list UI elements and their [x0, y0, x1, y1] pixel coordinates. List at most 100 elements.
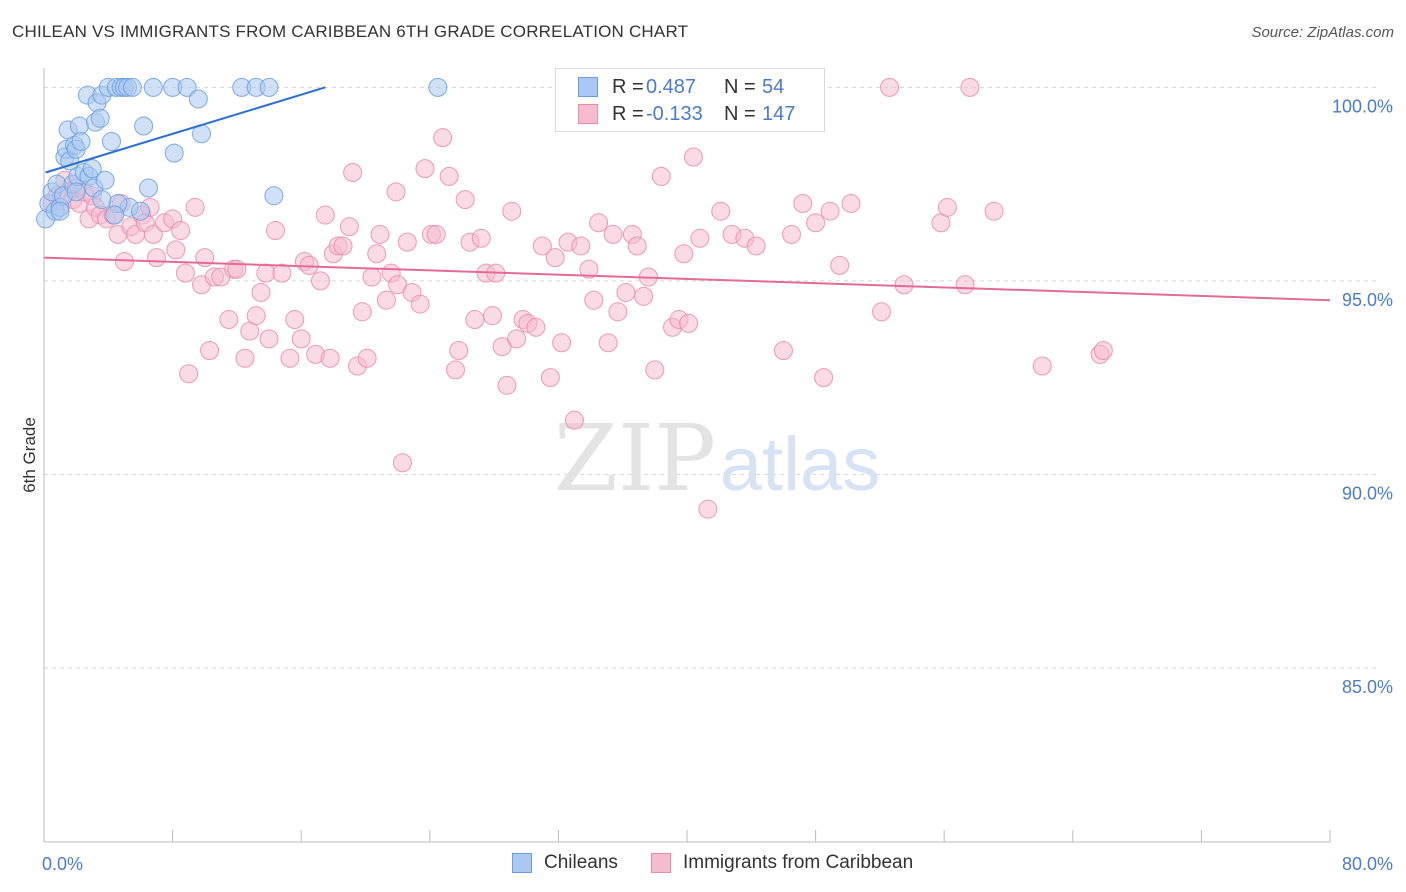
pink-point-27: [166, 240, 186, 260]
pink-point-135: [841, 193, 861, 213]
pink-point-120: [679, 313, 699, 333]
blue-point-24: [90, 108, 110, 128]
pink-point-146: [1093, 341, 1113, 361]
blue-point-47: [264, 186, 284, 206]
pink-point-100: [552, 333, 572, 353]
blue-n-value: 54: [762, 75, 785, 98]
stats-row-blue: R = 0.487 N = 54: [578, 74, 840, 100]
legend-item-chileans[interactable]: Chileans: [512, 852, 618, 874]
blue-point-34: [122, 77, 142, 97]
watermark: ZIP atlas: [554, 405, 880, 512]
pink-point-140: [937, 197, 957, 217]
pink-point-65: [362, 267, 382, 287]
pink-point-123: [698, 499, 718, 519]
pink-n-label: N =: [724, 102, 756, 125]
pink-point-96: [526, 317, 546, 337]
x-tick-label-1: 80.0%: [1342, 854, 1393, 874]
pink-point-28: [171, 221, 191, 241]
legend-blue-label: Chileans: [544, 852, 618, 873]
pink-point-131: [806, 213, 826, 233]
pink-point-143: [984, 201, 1004, 221]
y-tick-label-3: 100.0%: [1332, 96, 1393, 116]
pink-point-124: [711, 201, 731, 221]
pink-r-value: -0.133: [646, 102, 703, 125]
watermark-atlas: atlas: [720, 422, 881, 507]
pink-point-91: [497, 375, 517, 395]
legend-pink-label: Immigrants from Caribbean: [683, 852, 914, 873]
pink-point-34: [200, 341, 220, 361]
pink-point-92: [502, 201, 522, 221]
pink-point-43: [251, 282, 271, 302]
pink-point-80: [439, 166, 459, 186]
pink-point-55: [315, 205, 335, 225]
pink-swatch: [578, 104, 598, 124]
source-label: Source: ZipAtlas.com: [1251, 24, 1394, 41]
pink-point-42: [246, 306, 266, 326]
blue-point-36: [134, 116, 154, 136]
pink-point-73: [397, 232, 417, 252]
pink-point-54: [310, 271, 330, 291]
blue-point-37: [138, 178, 158, 198]
blue-point-38: [143, 77, 163, 97]
legend-pink-swatch: [651, 853, 671, 873]
pink-point-40: [235, 348, 255, 368]
pink-point-81: [446, 360, 466, 380]
pink-point-86: [471, 228, 491, 248]
pink-point-137: [880, 77, 900, 97]
pink-n-value: 147: [762, 102, 796, 125]
pink-point-141: [955, 275, 975, 295]
y-tick-label-2: 95.0%: [1342, 290, 1393, 310]
pink-point-66: [367, 244, 387, 264]
pink-point-70: [386, 182, 406, 202]
pink-point-48: [280, 348, 300, 368]
stats-box: R = 0.487 N = 54 R = -0.133 N = 147: [555, 68, 825, 132]
pink-point-63: [352, 302, 372, 322]
legend-item-caribbean[interactable]: Immigrants from Caribbean: [651, 852, 913, 874]
pink-point-129: [781, 224, 801, 244]
pink-point-99: [545, 248, 565, 268]
pink-point-31: [185, 197, 205, 217]
pink-point-68: [376, 290, 396, 310]
blue-r-label: R =: [612, 75, 644, 98]
pink-point-113: [634, 286, 654, 306]
pink-point-46: [265, 221, 285, 241]
pink-point-130: [793, 193, 813, 213]
pink-point-104: [579, 259, 599, 279]
pink-point-47: [272, 263, 292, 283]
x-tick-label-0: 0.0%: [42, 854, 83, 874]
pink-point-106: [589, 213, 609, 233]
blue-point-50: [66, 182, 86, 202]
blue-point-46: [259, 77, 279, 97]
pink-point-23: [143, 224, 163, 244]
pink-point-127: [746, 236, 766, 256]
blue-point-53: [130, 201, 150, 221]
y-axis-title: 6th Grade: [20, 417, 39, 493]
y-tick-label-0: 85.0%: [1342, 677, 1393, 697]
pink-point-112: [627, 236, 647, 256]
pink-point-45: [259, 329, 279, 349]
pink-point-49: [285, 310, 305, 330]
pink-point-97: [532, 236, 552, 256]
pink-point-72: [392, 453, 412, 473]
blue-point-52: [105, 205, 125, 225]
pink-point-24: [147, 248, 167, 268]
blue-point-51: [92, 190, 112, 210]
pink-point-85: [465, 310, 485, 330]
stats-row-pink: R = -0.133 N = 147: [578, 101, 840, 127]
pink-point-75: [410, 294, 430, 314]
blue-point-28: [102, 132, 122, 152]
blue-point-40: [164, 143, 184, 163]
blue-series: [36, 77, 448, 229]
pink-point-105: [584, 290, 604, 310]
pink-point-59: [333, 236, 353, 256]
pink-point-138: [894, 275, 914, 295]
pink-point-136: [872, 302, 892, 322]
blue-trend-line: [45, 86, 326, 174]
blue-point-20: [82, 159, 102, 179]
pink-point-29: [175, 263, 195, 283]
y-tick-label-1: 90.0%: [1342, 483, 1393, 503]
pink-point-142: [960, 77, 980, 97]
axis-labels: 85.0% 90.0% 95.0% 100.0% 0.0% 80.0% 6th Grade: [20, 96, 1393, 874]
blue-point-48: [428, 77, 448, 97]
pink-point-78: [426, 224, 446, 244]
